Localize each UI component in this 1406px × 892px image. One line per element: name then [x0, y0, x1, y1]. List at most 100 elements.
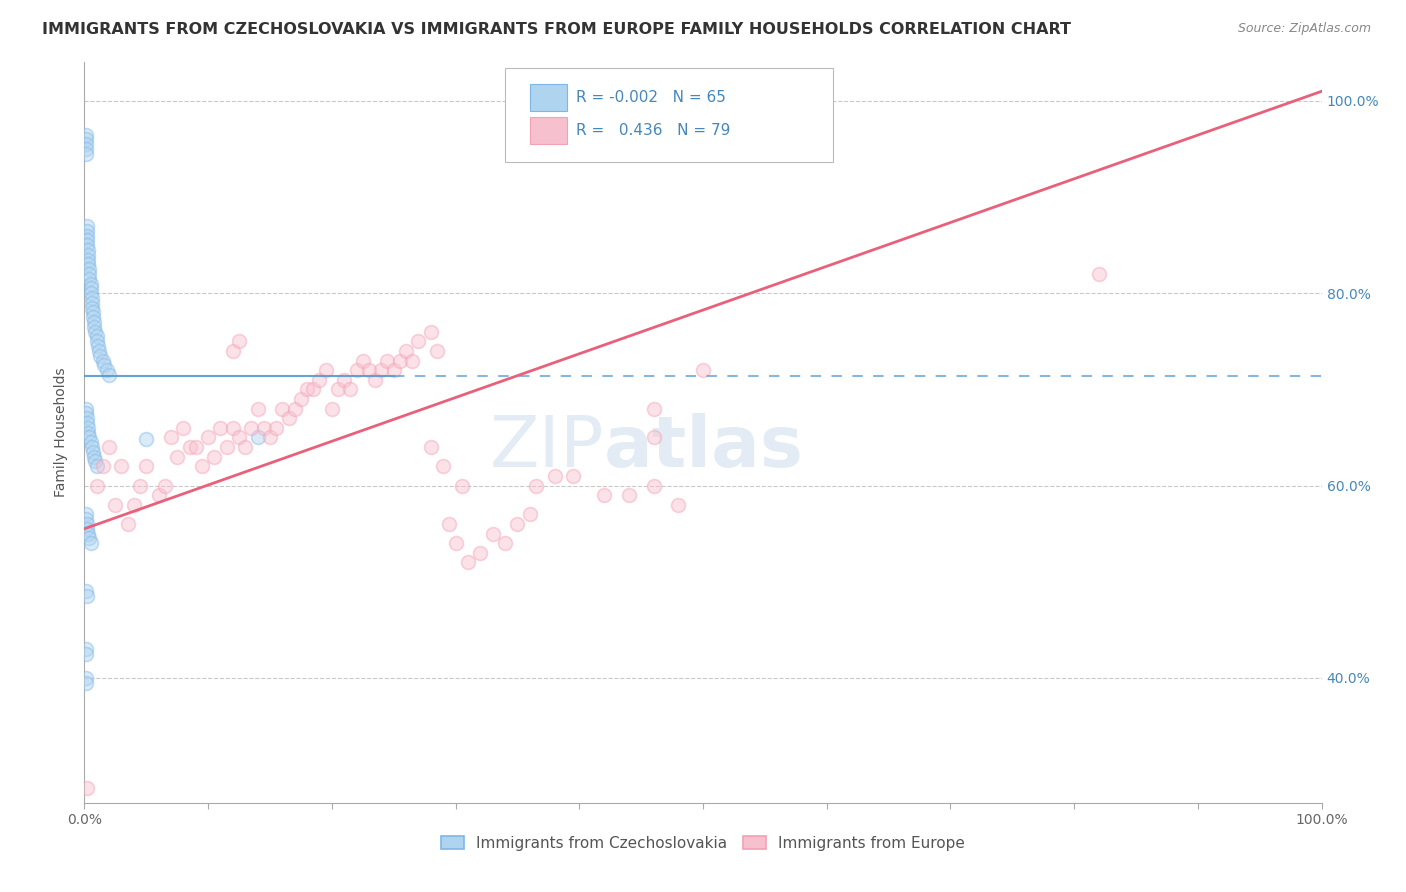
Point [643, 478, 665, 492]
Point [401, 353, 423, 368]
Point [75, 675, 97, 690]
Bar [530, 84, 567, 111]
Point [209, 421, 232, 435]
Point [79, 532, 101, 546]
Point [1088, 267, 1111, 281]
Point [76, 516, 98, 531]
Point [75, 401, 97, 416]
Point [86, 329, 108, 343]
Point [357, 363, 380, 377]
Point [76, 228, 98, 243]
Point [246, 430, 269, 444]
Point [346, 363, 368, 377]
Point [76, 781, 98, 796]
Point [277, 411, 299, 425]
Point [75, 647, 97, 661]
Point [75, 508, 97, 522]
Point [377, 353, 399, 368]
Point [76, 522, 98, 536]
Point [89, 343, 111, 358]
Point [117, 516, 139, 531]
Point [76, 219, 98, 233]
Point [79, 435, 101, 450]
Point [395, 343, 418, 358]
Point [75, 671, 97, 685]
Point [83, 450, 105, 464]
Point [77, 526, 100, 541]
Point [77, 252, 100, 267]
Bar [530, 117, 567, 144]
Point [87, 339, 110, 353]
Point [79, 262, 101, 277]
Point [86, 334, 108, 349]
Point [481, 526, 503, 541]
Point [444, 536, 467, 550]
Point [82, 445, 104, 459]
Point [457, 556, 479, 570]
Point [643, 430, 665, 444]
Point [215, 440, 238, 454]
Point [76, 416, 98, 430]
Point [75, 128, 97, 142]
Point [135, 459, 157, 474]
Point [148, 488, 170, 502]
Point [562, 469, 585, 483]
Point [222, 343, 245, 358]
Point [470, 546, 492, 560]
Point [326, 382, 349, 396]
Point [82, 305, 104, 319]
Point [290, 392, 312, 406]
Point [91, 353, 114, 368]
Point [352, 353, 374, 368]
Text: atlas: atlas [605, 413, 804, 482]
Point [93, 359, 115, 373]
Point [179, 440, 201, 454]
Point [84, 325, 107, 339]
Point [315, 363, 337, 377]
Point [246, 401, 269, 416]
Point [122, 498, 145, 512]
Point [426, 343, 449, 358]
Legend: Immigrants from Czechoslovakia, Immigrants from Europe: Immigrants from Czechoslovakia, Immigran… [441, 836, 965, 851]
Point [184, 440, 207, 454]
Point [82, 310, 104, 325]
Point [524, 478, 547, 492]
Point [76, 224, 98, 238]
Point [86, 459, 108, 474]
Point [86, 478, 108, 492]
Point [166, 450, 188, 464]
Point [77, 257, 100, 271]
Point [333, 373, 356, 387]
Point [172, 421, 194, 435]
Point [228, 430, 250, 444]
Point [191, 459, 214, 474]
Point [89, 349, 111, 363]
Point [692, 363, 714, 377]
Point [222, 421, 245, 435]
Y-axis label: Family Households: Family Households [55, 368, 69, 498]
Point [339, 382, 361, 396]
Point [519, 508, 541, 522]
Point [75, 137, 97, 152]
Point [110, 459, 132, 474]
FancyBboxPatch shape [505, 68, 832, 162]
Point [382, 363, 405, 377]
Point [419, 440, 441, 454]
Point [494, 536, 516, 550]
Point [506, 516, 529, 531]
Point [75, 132, 97, 146]
Point [79, 286, 101, 301]
Point [79, 430, 101, 444]
Point [79, 267, 101, 281]
Point [79, 281, 101, 295]
Text: ZIP: ZIP [489, 413, 605, 482]
Point [79, 277, 101, 291]
Point [77, 243, 100, 257]
Point [408, 334, 430, 349]
Point [77, 248, 100, 262]
Point [302, 382, 325, 396]
Point [76, 238, 98, 252]
Point [419, 325, 441, 339]
Point [160, 430, 183, 444]
Point [264, 421, 287, 435]
